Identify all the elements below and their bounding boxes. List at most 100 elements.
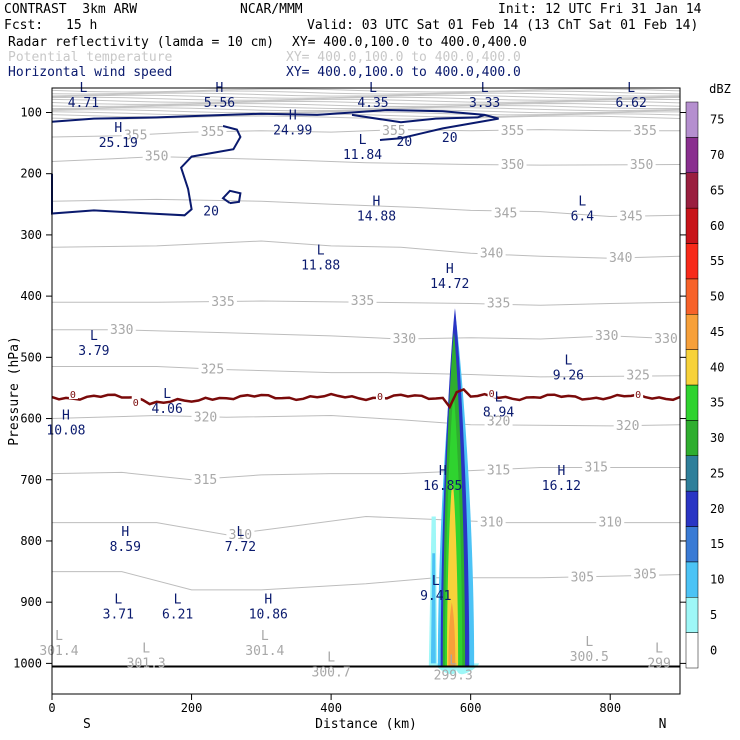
- theta-label-315: 315: [487, 464, 510, 479]
- extremum-L-marker: L: [55, 629, 63, 644]
- theta-label-335: 335: [351, 294, 374, 309]
- extremum-L-marker: L: [495, 390, 503, 405]
- zero-contour-label: 0: [635, 390, 641, 401]
- upper-theta-line: [51, 102, 681, 108]
- colorbar-swatch: [685, 172, 699, 209]
- init-time: Init: 12 UTC Fri 31 Jan 14: [498, 2, 702, 17]
- zero-label-bg: [634, 388, 644, 400]
- y-tick-label: 700: [20, 473, 42, 487]
- extremum-L-marker: L: [627, 81, 635, 96]
- theta-label-bg: [390, 330, 419, 345]
- extremum-value: 7.72: [225, 540, 256, 555]
- colorbar-label: 45: [710, 325, 724, 339]
- extremum-H-marker: H: [557, 464, 565, 479]
- theta-label-bg: [631, 566, 660, 581]
- theta-label-330: 330: [393, 332, 416, 347]
- extremum-H-marker: H: [446, 262, 454, 277]
- theta-label-bg: [582, 459, 611, 474]
- theta-label-bg: [596, 514, 625, 529]
- x-tick-label: 800: [599, 701, 621, 715]
- extremum-H-marker: H: [439, 464, 447, 479]
- y-tick-label: 400: [20, 289, 42, 303]
- theta-label-320: 320: [616, 419, 639, 434]
- extremum-value: 11.88: [301, 258, 340, 273]
- theta-label-315: 315: [194, 473, 217, 488]
- x-axis-label: Distance (km): [315, 717, 417, 732]
- extremum-L-marker: L: [449, 654, 457, 669]
- upper-theta-line: [51, 90, 681, 95]
- theta-label-bg: [652, 330, 681, 345]
- colorbar-swatch: [685, 384, 699, 421]
- extremum-H-marker: H: [114, 121, 122, 136]
- theta-contour-325: [52, 366, 681, 378]
- colorbar-swatch: [685, 243, 699, 280]
- colorbar-label: 50: [710, 290, 724, 304]
- colorbar-label: 20: [710, 502, 724, 516]
- extremum-value: 24.99: [273, 124, 312, 139]
- upper-theta-line: [51, 105, 681, 110]
- theta-label-bg: [142, 148, 171, 163]
- theta-contour-320: [51, 414, 681, 427]
- theta-label-bg: [477, 245, 506, 260]
- extremum-L-marker: L: [142, 641, 150, 656]
- colorbar-swatch: [685, 632, 699, 669]
- theta-label-bg: [606, 250, 635, 265]
- colorbar-label: 70: [710, 148, 724, 162]
- extremum-L-marker: L: [564, 354, 572, 369]
- extremum-L-marker: L: [578, 194, 586, 209]
- zero-contour: [51, 388, 681, 410]
- theta-label-bg: [627, 157, 656, 172]
- x-tick-label: 600: [460, 701, 482, 715]
- colorbar-label: 35: [710, 396, 724, 410]
- zero-contour-label: 0: [377, 392, 383, 403]
- wind-contour-20: [51, 108, 499, 141]
- extremum-L-marker: L: [585, 635, 593, 650]
- theta-label-355: 355: [382, 124, 405, 139]
- theta-label-320: 320: [194, 410, 217, 425]
- colorbar-label: 55: [710, 254, 724, 268]
- theta-label-305: 305: [571, 571, 594, 586]
- reflectivity-band-5: [446, 479, 459, 667]
- colorbar-swatch: [685, 278, 699, 315]
- extremum-H-marker: H: [373, 194, 381, 209]
- extremum-value: 6.62: [615, 96, 646, 111]
- extremum-L-marker: L: [432, 574, 440, 589]
- extremum-value: 3.33: [469, 96, 500, 111]
- theta-label-355: 355: [201, 125, 224, 140]
- extremum-value: 299: [647, 656, 670, 671]
- extremum-value: 301.4: [39, 644, 78, 659]
- y-tick-label: 900: [20, 595, 42, 609]
- theta-contour-305: [52, 571, 681, 591]
- extremum-value: 11.84: [343, 148, 382, 163]
- theta-label-bg: [348, 293, 377, 308]
- wind-contour-20: [221, 189, 242, 205]
- colorbar-swatch: [685, 137, 699, 173]
- field1-xy: XY= 400.0,100.0 to 400.0,400.0: [292, 35, 527, 50]
- colorbar-label: 0: [710, 643, 717, 657]
- theta-label-bg: [498, 157, 527, 172]
- model-title: CONTRAST 3km ARW: [4, 2, 138, 17]
- theta-label-345: 345: [619, 210, 642, 225]
- extremum-value: 6.4: [571, 209, 595, 224]
- extremum-value: 3.71: [103, 607, 134, 622]
- extremum-value: 8.59: [110, 540, 141, 555]
- field1-name: Radar reflectivity (lamda = 10 cm): [8, 35, 275, 50]
- theta-label-bg: [613, 417, 642, 432]
- field2-xy: XY= 400.0,100.0 to 400.0,400.0: [286, 50, 521, 65]
- theta-contour-340: [51, 240, 681, 259]
- theta-label-bg: [226, 526, 255, 541]
- extremum-L-marker: L: [327, 650, 335, 665]
- theta-label-335: 335: [211, 295, 234, 310]
- wind-contour-20: [51, 125, 242, 217]
- theta-label-bg: [107, 321, 136, 336]
- upper-theta-line: [51, 92, 681, 97]
- x-tick-label: 0: [48, 701, 55, 715]
- theta-label-355: 355: [501, 124, 524, 139]
- theta-contour-310: [52, 515, 680, 536]
- theta-contour-315: [51, 467, 680, 481]
- theta-label-bg: [484, 462, 513, 477]
- colorbar-label: 75: [710, 113, 724, 127]
- upper-theta-line: [51, 88, 681, 93]
- extremum-value: 10.86: [249, 607, 288, 622]
- colorbar-swatch: [685, 526, 699, 563]
